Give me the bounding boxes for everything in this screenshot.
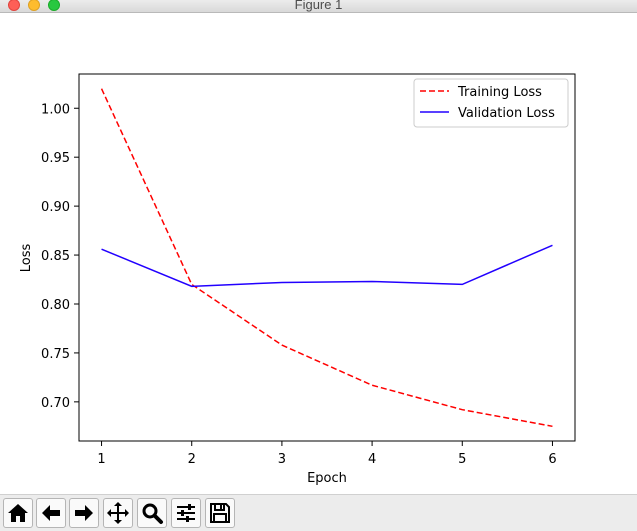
y-tick-label: 1.00 — [41, 102, 70, 117]
configure-subplots-button[interactable] — [171, 498, 201, 528]
minimize-window-button[interactable] — [28, 0, 40, 11]
window-titlebar: Figure 1 — [0, 0, 637, 13]
back-button[interactable] — [36, 498, 66, 528]
series-lines — [100, 88, 553, 428]
home-icon — [8, 504, 28, 522]
zoom-button[interactable] — [137, 498, 167, 528]
y-tick-label: 0.80 — [41, 298, 70, 313]
series-line-1 — [101, 244, 553, 288]
window-title: Figure 1 — [294, 0, 343, 12]
y-tick-label: 0.90 — [41, 200, 70, 215]
legend-box — [413, 78, 569, 128]
y-tick-label: 0.70 — [41, 396, 70, 411]
legend-label-training: Training Loss — [457, 85, 542, 100]
x-tick-label: 1 — [97, 452, 105, 467]
y-tick-label: 0.75 — [41, 347, 70, 362]
navigation-toolbar — [0, 494, 637, 531]
figure-canvas[interactable]: 1 2 3 4 5 6 0.70 0.75 0.80 0.85 0.90 0.95 1.00 Epoc… — [0, 13, 637, 494]
arrow-right-icon — [75, 505, 93, 521]
save-button[interactable] — [205, 498, 235, 528]
magnifier-icon — [142, 503, 163, 524]
series-line-0 — [100, 88, 553, 428]
y-axis: 0.70 0.75 0.80 0.85 0.90 0.95 1.00 — [41, 102, 79, 411]
move-icon — [107, 502, 129, 524]
x-tick-label: 3 — [278, 452, 286, 467]
y-tick-label: 0.95 — [41, 151, 70, 166]
x-axis-label: Epoch — [307, 471, 347, 486]
x-tick-label: 2 — [188, 452, 196, 467]
loss-chart: 1 2 3 4 5 6 0.70 0.75 0.80 0.85 0.90 0.95 1.00 Epoc… — [19, 73, 576, 486]
x-tick-label: 6 — [548, 452, 556, 467]
y-axis-label: Loss — [19, 244, 34, 273]
home-button[interactable] — [3, 498, 33, 528]
sliders-icon — [177, 504, 195, 522]
close-window-button[interactable] — [8, 0, 20, 11]
pan-button[interactable] — [103, 498, 133, 528]
x-tick-label: 5 — [458, 452, 466, 467]
plot-area — [78, 73, 576, 442]
legend: Training Loss Validation Loss — [413, 78, 569, 128]
zoom-window-button[interactable] — [48, 0, 60, 11]
floppy-disk-icon — [210, 503, 230, 523]
forward-button[interactable] — [69, 498, 99, 528]
x-axis: 1 2 3 4 5 6 — [97, 441, 557, 467]
arrow-left-icon — [42, 505, 60, 521]
y-tick-label: 0.85 — [41, 249, 70, 264]
x-tick-label: 4 — [368, 452, 376, 467]
legend-label-validation: Validation Loss — [458, 106, 555, 121]
